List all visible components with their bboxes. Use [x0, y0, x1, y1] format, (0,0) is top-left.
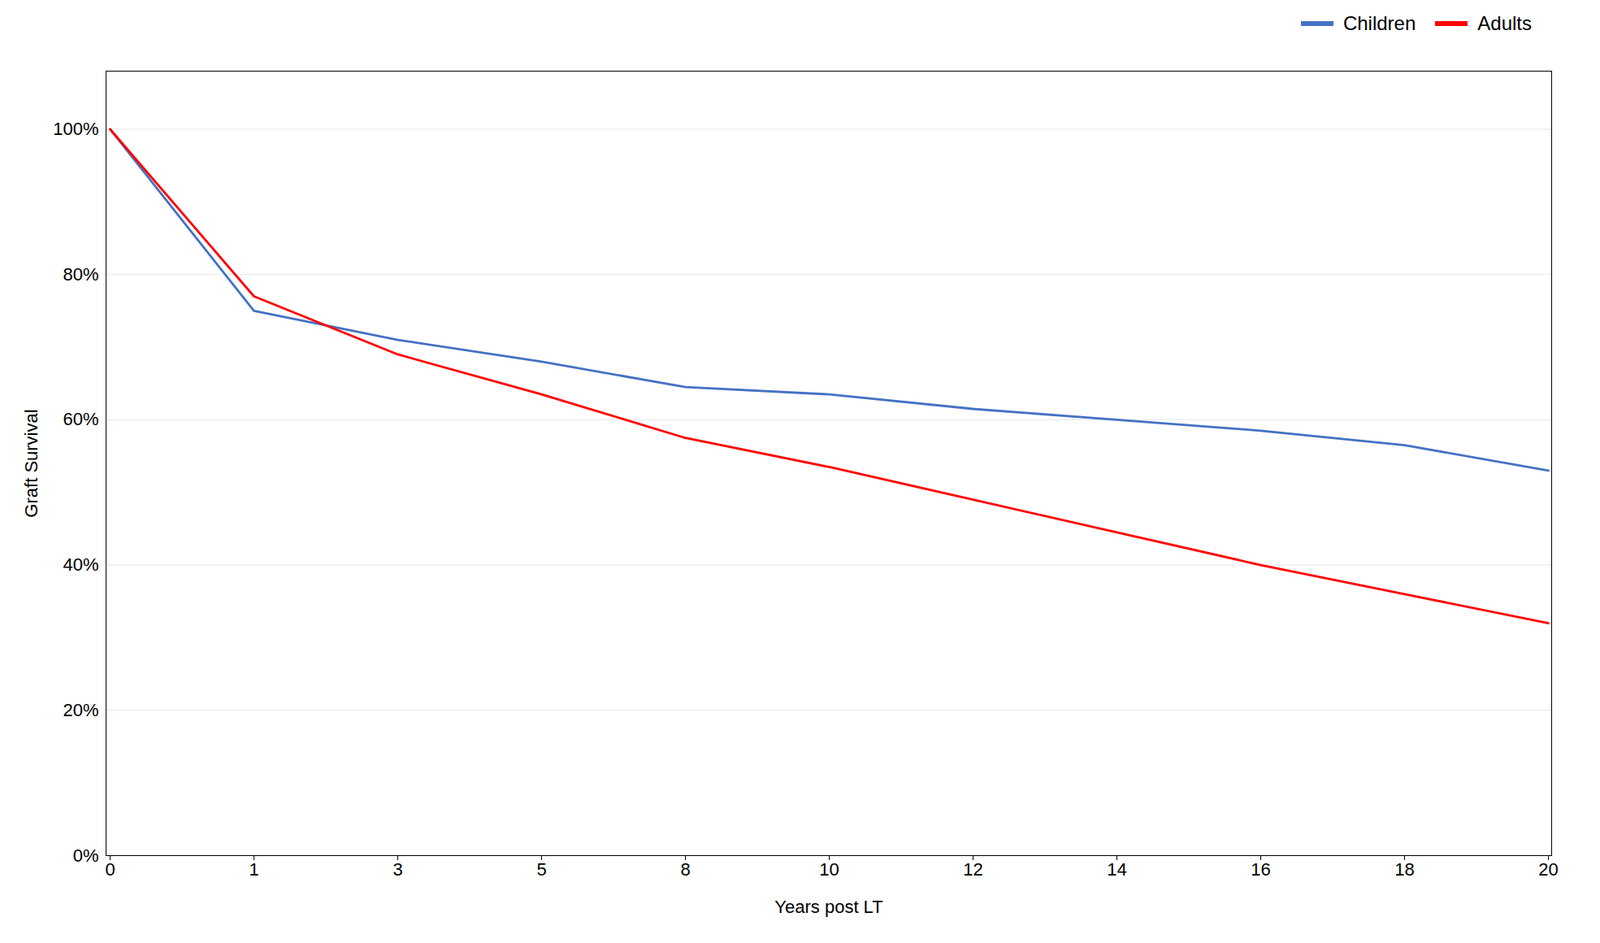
svg-text:Graft Survival: Graft Survival	[21, 408, 42, 517]
svg-text:18: 18	[1394, 858, 1414, 880]
svg-text:20%: 20%	[62, 699, 99, 720]
svg-text:3: 3	[392, 858, 403, 880]
svg-text:5: 5	[536, 858, 547, 880]
svg-text:Years post LT: Years post LT	[774, 896, 883, 917]
svg-text:40%: 40%	[62, 554, 99, 575]
svg-text:80%: 80%	[62, 264, 99, 285]
html-text:Children: Children	[1343, 11, 1416, 34]
svg-text:0%: 0%	[73, 845, 100, 866]
svg-text:10: 10	[819, 858, 839, 880]
svg-text:60%: 60%	[62, 408, 99, 430]
svg-text:12: 12	[962, 858, 983, 880]
html-text:Adults: Adults	[1477, 11, 1532, 34]
svg-text:20: 20	[1538, 858, 1558, 880]
svg-text:100%: 100%	[52, 118, 99, 139]
svg-text:8: 8	[680, 858, 690, 880]
svg-text:1: 1	[248, 858, 259, 880]
svg-text:0: 0	[104, 858, 115, 880]
svg-text:14: 14	[1106, 858, 1127, 880]
svg-text:16: 16	[1250, 858, 1271, 880]
